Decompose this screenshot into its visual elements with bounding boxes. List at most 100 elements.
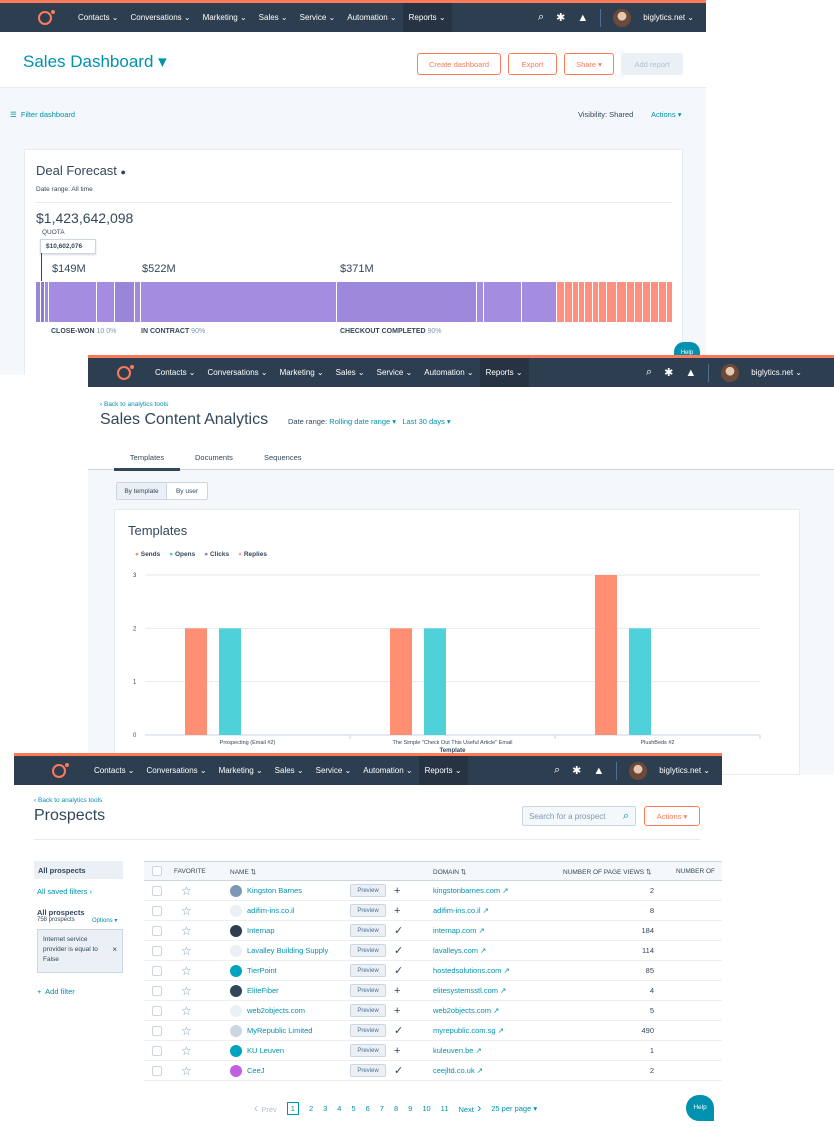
forecast-segment[interactable] [44, 282, 114, 322]
legend-item[interactable]: ● Opens [169, 551, 195, 558]
row-checkbox[interactable] [152, 985, 162, 996]
table-row[interactable]: ☆ Kingston Barnes Preview + kingstonbarnes.c… [144, 881, 722, 901]
company-name-link[interactable]: adifim-ins.co.il [247, 906, 295, 915]
export-button[interactable]: Export [508, 53, 557, 75]
forecast-segment[interactable] [556, 282, 672, 322]
table-row[interactable]: ☆ MyRepublic Limited Preview ✓ myrepublic.co… [144, 1021, 722, 1041]
nav-item-service[interactable]: Service ⌄ [315, 766, 352, 775]
star-icon[interactable]: ☆ [181, 1063, 192, 1078]
forecast-segment[interactable] [134, 282, 140, 322]
company-name-link[interactable]: KU Leuven [247, 1046, 285, 1055]
nav-item-sales[interactable]: Sales ⌄ [274, 766, 304, 775]
header-name[interactable]: NAME ⇅ [230, 869, 257, 876]
page-2-link[interactable]: 2 [308, 1103, 314, 1113]
add-icon[interactable]: + [394, 1044, 401, 1057]
tab-sequences[interactable]: Sequences [264, 453, 302, 462]
star-icon[interactable]: ☆ [181, 943, 192, 958]
check-icon[interactable]: ✓ [394, 965, 404, 977]
account-menu[interactable]: biglytics.net ⌄ [643, 13, 694, 22]
page-11-link[interactable]: 11 [440, 1103, 449, 1113]
bell-icon[interactable]: ▲ [593, 764, 605, 777]
add-report-button[interactable]: Add report [621, 53, 683, 75]
table-row[interactable]: ☆ EliteFiber Preview + elitesystemsstl.com ↗… [144, 981, 722, 1001]
filter-dashboard-link[interactable]: ☰ Filter dashboard [10, 110, 76, 119]
forecast-segment[interactable] [36, 282, 40, 322]
table-row[interactable]: ☆ KU Leuven Preview + kuleuven.be ↗ 1 [144, 1041, 722, 1061]
actions-button[interactable]: Actions ▾ [644, 806, 700, 826]
bar-opens[interactable] [424, 628, 446, 735]
per-page-dropdown[interactable]: 25 per page ▾ [491, 1103, 538, 1113]
forecast-segment[interactable] [40, 282, 44, 322]
star-icon[interactable]: ☆ [181, 903, 192, 918]
page-10-link[interactable]: 10 [422, 1103, 431, 1113]
bar-opens[interactable] [219, 628, 241, 735]
tab-templates[interactable]: Templates [114, 453, 180, 471]
domain-link[interactable]: myrepublic.com.sg ↗ [433, 1026, 504, 1035]
close-icon[interactable]: × [112, 945, 117, 954]
star-icon[interactable]: ☆ [181, 1043, 192, 1058]
info-icon[interactable]: ● [120, 167, 126, 177]
preview-button[interactable]: Preview [350, 984, 386, 997]
domain-link[interactable]: kuleuven.be ↗ [433, 1046, 482, 1055]
create-dashboard-button[interactable]: Create dashboard [417, 53, 501, 75]
company-name-link[interactable]: Lavalley Building Supply [247, 946, 329, 955]
nav-item-service[interactable]: Service ⌄ [376, 368, 413, 377]
company-name-link[interactable]: Kingston Barnes [247, 886, 303, 895]
gear-icon[interactable]: ✱ [572, 765, 582, 777]
star-icon[interactable]: ☆ [181, 883, 192, 898]
table-row[interactable]: ☆ web2objects.com Preview + web2objects.com … [144, 1001, 722, 1021]
nav-item-automation[interactable]: Automation ⌄ [347, 13, 397, 22]
options-dropdown[interactable]: Options ▾ [92, 918, 118, 924]
bar-opens[interactable] [629, 628, 651, 735]
search-input[interactable]: Search for a prospect ⌕ [522, 806, 636, 826]
account-menu[interactable]: biglytics.net ⌄ [659, 766, 710, 775]
bell-icon[interactable]: ▲ [577, 11, 589, 24]
page-5-link[interactable]: 5 [351, 1103, 356, 1113]
sidebar-item-all-prospects[interactable]: All prospects [34, 861, 123, 879]
search-icon[interactable]: ⌕ [645, 366, 653, 378]
by-template-button[interactable]: By template [117, 483, 167, 499]
preview-button[interactable]: Preview [350, 924, 386, 937]
page-3-link[interactable]: 3 [323, 1103, 328, 1113]
add-filter-link[interactable]: + Add filter [37, 987, 75, 996]
avatar[interactable] [629, 761, 648, 780]
page-4-link[interactable]: 4 [337, 1103, 342, 1113]
company-name-link[interactable]: TierPoint [247, 966, 277, 975]
nav-item-marketing[interactable]: Marketing ⌄ [279, 368, 324, 377]
hubspot-logo-icon[interactable] [117, 364, 134, 380]
domain-link[interactable]: web2objects.com ↗ [433, 1006, 499, 1015]
preview-button[interactable]: Preview [350, 1024, 386, 1037]
domain-link[interactable]: adifim-ins.co.il ↗ [433, 906, 489, 915]
nav-item-reports[interactable]: Reports ⌄ [402, 3, 452, 32]
domain-link[interactable]: hostedsolutions.com ↗ [433, 966, 510, 975]
row-checkbox[interactable] [152, 1045, 162, 1056]
filter-chip[interactable]: Internet service provider is equal to Fa… [37, 929, 123, 973]
account-menu[interactable]: biglytics.net ⌄ [751, 368, 802, 377]
bar-sends[interactable] [185, 628, 207, 735]
bar-sends[interactable] [390, 628, 412, 735]
hubspot-logo-icon[interactable] [52, 762, 69, 778]
prev-button[interactable]: ‹ Prev [254, 1101, 277, 1115]
header-page-views[interactable]: NUMBER OF PAGE VIEWS ⇅ [563, 869, 652, 876]
nav-item-marketing[interactable]: Marketing ⌄ [218, 766, 263, 775]
nav-item-contacts[interactable]: Contacts ⌄ [94, 766, 135, 775]
gear-icon[interactable]: ✱ [664, 367, 674, 379]
preview-button[interactable]: Preview [350, 944, 386, 957]
company-name-link[interactable]: web2objects.com [247, 1006, 305, 1015]
forecast-segment[interactable] [336, 282, 476, 322]
company-name-link[interactable]: CeeJ [247, 1066, 265, 1075]
legend-item[interactable]: ● Replies [238, 551, 267, 558]
row-checkbox[interactable] [152, 1005, 162, 1016]
table-row[interactable]: ☆ Internap Preview ✓ internap.com ↗ 184 [144, 921, 722, 941]
table-row[interactable]: ☆ adifim-ins.co.il Preview + adifim-ins.co.i… [144, 901, 722, 921]
page-6-link[interactable]: 6 [365, 1103, 370, 1113]
add-icon[interactable]: + [394, 984, 401, 997]
preview-button[interactable]: Preview [350, 1064, 386, 1077]
star-icon[interactable]: ☆ [181, 1023, 192, 1038]
page-7-link[interactable]: 7 [379, 1103, 384, 1113]
tab-documents[interactable]: Documents [195, 453, 233, 462]
company-name-link[interactable]: EliteFiber [247, 986, 279, 995]
bell-icon[interactable]: ▲ [685, 366, 697, 379]
back-link[interactable]: ‹ Back to analytics tools [100, 401, 169, 408]
forecast-bar[interactable] [36, 282, 672, 322]
